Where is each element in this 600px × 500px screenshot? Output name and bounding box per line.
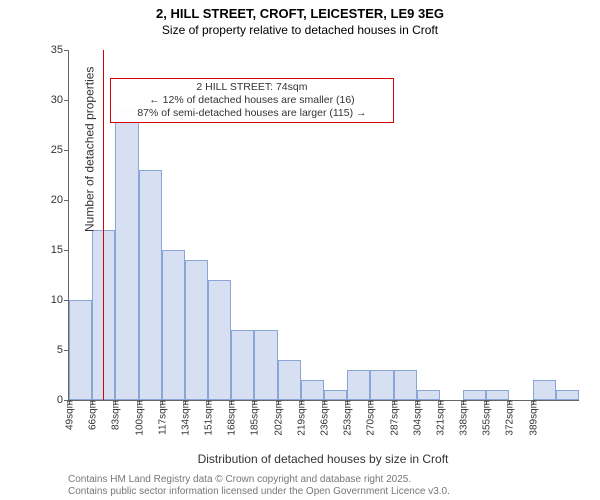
y-axis-label: Number of detached properties bbox=[83, 67, 97, 232]
x-axis-label: Distribution of detached houses by size … bbox=[68, 452, 578, 466]
histogram-bar bbox=[139, 170, 162, 400]
x-tick-label: 117sqm bbox=[155, 400, 168, 435]
x-tick-label: 355sqm bbox=[480, 400, 493, 436]
histogram-bar bbox=[463, 390, 486, 400]
y-tick-mark bbox=[64, 250, 69, 251]
x-tick-label: 83sqm bbox=[109, 400, 122, 430]
x-tick-label: 338sqm bbox=[457, 400, 470, 436]
x-tick-label: 49sqm bbox=[63, 400, 76, 430]
histogram-bar bbox=[115, 110, 138, 400]
x-tick-label: 66sqm bbox=[86, 400, 99, 430]
y-tick-mark bbox=[64, 350, 69, 351]
y-tick-mark bbox=[64, 300, 69, 301]
y-tick-mark bbox=[64, 200, 69, 201]
histogram-bar bbox=[231, 330, 254, 400]
histogram-bar bbox=[417, 390, 440, 400]
x-tick-label: 372sqm bbox=[503, 400, 516, 436]
footer-attribution: Contains HM Land Registry data © Crown c… bbox=[68, 474, 450, 498]
x-tick-label: 202sqm bbox=[271, 400, 284, 436]
histogram-bar bbox=[486, 390, 509, 400]
x-tick-label: 321sqm bbox=[433, 400, 446, 436]
histogram-bar bbox=[208, 280, 231, 400]
annotation-line: 87% of semi-detached houses are larger (… bbox=[117, 107, 387, 120]
x-tick-label: 100sqm bbox=[132, 400, 145, 436]
histogram-bar bbox=[394, 370, 417, 400]
y-tick-mark bbox=[64, 150, 69, 151]
x-tick-label: 287sqm bbox=[387, 400, 400, 436]
x-tick-label: 253sqm bbox=[341, 400, 354, 436]
histogram-bar bbox=[301, 380, 324, 400]
plot-area: 0510152025303549sqm66sqm83sqm100sqm117sq… bbox=[68, 50, 579, 401]
histogram-bar bbox=[254, 330, 277, 400]
histogram-bar bbox=[556, 390, 579, 400]
x-tick-label: 134sqm bbox=[178, 400, 191, 436]
x-tick-label: 185sqm bbox=[248, 400, 261, 436]
y-tick-mark bbox=[64, 100, 69, 101]
x-tick-label: 168sqm bbox=[225, 400, 238, 436]
reference-line bbox=[103, 50, 104, 400]
x-tick-label: 304sqm bbox=[410, 400, 423, 436]
annotation-box: 2 HILL STREET: 74sqm← 12% of detached ho… bbox=[110, 78, 394, 123]
annotation-line: ← 12% of detached houses are smaller (16… bbox=[117, 94, 387, 107]
x-tick-label: 219sqm bbox=[294, 400, 307, 436]
histogram-bar bbox=[278, 360, 301, 400]
x-tick-label: 236sqm bbox=[318, 400, 331, 436]
chart-subtitle: Size of property relative to detached ho… bbox=[0, 23, 600, 41]
x-tick-label: 270sqm bbox=[364, 400, 377, 436]
annotation-line: 2 HILL STREET: 74sqm bbox=[117, 81, 387, 94]
histogram-bar bbox=[162, 250, 185, 400]
footer-line-1: Contains HM Land Registry data © Crown c… bbox=[68, 474, 450, 486]
histogram-bar bbox=[185, 260, 208, 400]
histogram-bar bbox=[347, 370, 370, 400]
y-tick-mark bbox=[64, 50, 69, 51]
histogram-bar bbox=[324, 390, 347, 400]
chart-title: 2, HILL STREET, CROFT, LEICESTER, LE9 3E… bbox=[0, 0, 600, 23]
footer-line-2: Contains public sector information licen… bbox=[68, 486, 450, 498]
x-tick-label: 151sqm bbox=[202, 400, 215, 436]
histogram-bar bbox=[370, 370, 393, 400]
histogram-bar bbox=[533, 380, 556, 400]
x-tick-label: 389sqm bbox=[526, 400, 539, 436]
histogram-bar bbox=[69, 300, 92, 400]
